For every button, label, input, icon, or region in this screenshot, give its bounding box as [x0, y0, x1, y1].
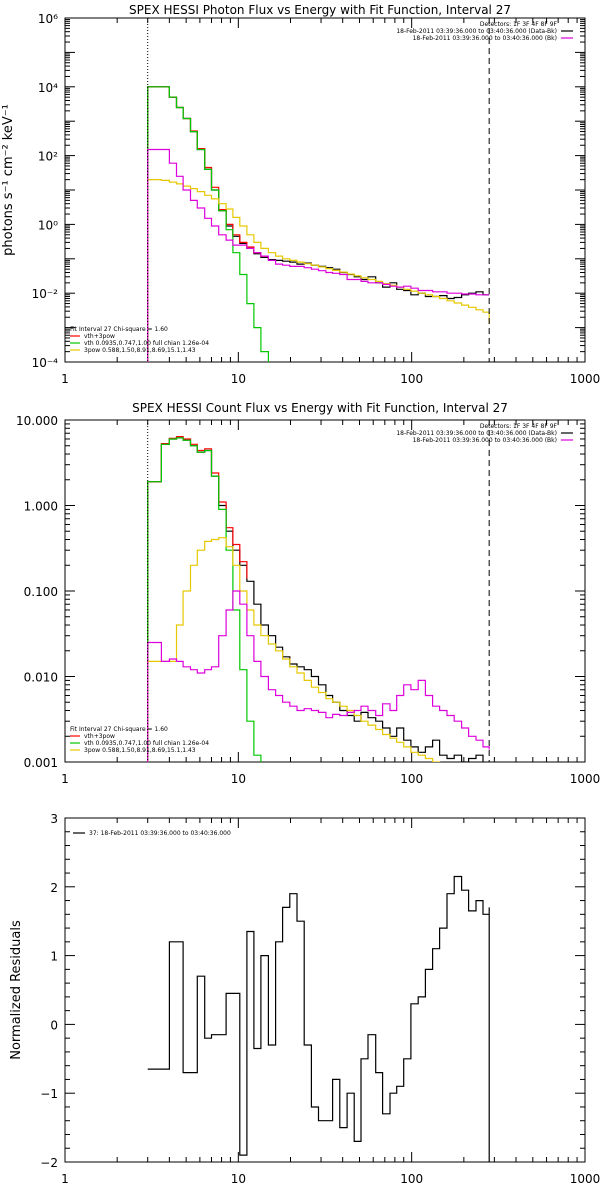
series-line	[147, 437, 484, 762]
photon-flux-ylabel: photons s⁻¹ cm⁻² keV⁻¹	[1, 104, 16, 256]
legend-top-entry: Detectors: 1F 3F 4F 8F 9F	[480, 21, 558, 28]
legend-bottom: Fit Interval 27 Chi-square = 1.60vth+3po…	[70, 326, 209, 354]
count-flux-title: SPEX HESSI Count Flux vs Energy with Fit…	[132, 401, 508, 415]
legend-bottom-header: Fit Interval 27 Chi-square = 1.60	[70, 326, 168, 333]
x-tick-label: 100	[400, 1172, 423, 1186]
series-line	[147, 86, 269, 362]
y-axis: 10⁻⁴ 10⁻² 10⁰ 10² 10⁴ 10⁶	[32, 12, 585, 370]
x-tick-label: 1000	[570, 1172, 600, 1186]
legend-bottom-entry: vth+3pow	[84, 733, 115, 740]
series-line	[147, 86, 490, 362]
y-tick-label: 0.001	[24, 756, 58, 770]
legend-top: 37: 18-Feb-2011 03:39:36.000 to 03:40:36…	[73, 830, 231, 837]
photon-flux-panel: SPEX HESSI Photon Flux vs Energy with Fi…	[1, 3, 600, 386]
plot-frame	[64, 419, 586, 763]
y-tick-label: 10⁻⁴	[32, 356, 59, 370]
plot-frame	[64, 17, 586, 363]
series-group	[147, 436, 490, 762]
x-tick-label: 10	[231, 372, 246, 386]
x-axis: 1 10 100 1000	[61, 18, 600, 386]
y-tick-label: 0	[50, 1018, 58, 1032]
residuals-panel: Normalized Residuals 1 10 100 1000 −2 −1 0 1 2 3 3…	[9, 812, 600, 1186]
plot-frame	[64, 817, 586, 1163]
residuals-ylabel: Normalized Residuals	[9, 920, 24, 1060]
series-line	[147, 437, 262, 762]
photon-flux-title: SPEX HESSI Photon Flux vs Energy with Fi…	[129, 3, 511, 17]
y-tick-label: 10⁴	[38, 81, 58, 95]
y-tick-label: 1	[50, 950, 58, 964]
x-tick-label: 1	[61, 1172, 69, 1186]
x-tick-label: 1	[61, 772, 69, 786]
x-tick-label: 100	[400, 772, 423, 786]
legend-top-entry: Detectors: 1F 3F 4F 8F 9F	[480, 423, 558, 430]
y-tick-label: 10⁰	[38, 218, 58, 232]
legend-bottom-entry: vth+3pow	[84, 333, 115, 340]
series-group	[147, 86, 490, 362]
series-line	[147, 537, 441, 762]
y-tick-label: −2	[40, 1156, 58, 1170]
x-tick-label: 1	[61, 372, 69, 386]
y-tick-label: 1.000	[24, 500, 58, 514]
y-tick-label: 3	[50, 812, 58, 826]
x-axis: 1 10 100 1000	[61, 420, 600, 786]
count-flux-panel: SPEX HESSI Count Flux vs Energy with Fit…	[16, 401, 600, 786]
legend-top-entry: 18-Feb-2011 03:39:36.000 to 03:40:36.000…	[396, 430, 557, 437]
y-tick-label: 10.000	[16, 414, 58, 428]
legend-bottom-header: Fit Interval 27 Chi-square = 1.60	[70, 726, 168, 733]
series-line	[147, 86, 269, 362]
y-tick-label: 10⁶	[38, 12, 58, 26]
legend-bottom-entry: vth 0.0935,0.747,1.00 full chian 1.26e-0…	[84, 340, 209, 347]
y-tick-label: 0.010	[24, 671, 58, 685]
legend-bottom-entry: 3pow 0.588,1.50,8.91,8.69,15.1,1.43	[84, 347, 196, 354]
series-line	[147, 590, 490, 762]
x-tick-label: 1000	[570, 372, 600, 386]
y-tick-label: 2	[50, 881, 58, 895]
series-line	[147, 179, 490, 362]
x-axis: 1 10 100 1000	[61, 818, 600, 1186]
y-tick-label: 10⁻²	[32, 287, 59, 301]
legend-top-entry: 18-Feb-2011 03:39:36.000 to 03:40:36.000…	[413, 35, 557, 42]
y-tick-label: 0.100	[24, 585, 58, 599]
y-tick-label: −1	[40, 1087, 58, 1101]
x-tick-label: 1000	[570, 772, 600, 786]
x-tick-label: 100	[400, 372, 423, 386]
x-tick-label: 10	[231, 772, 246, 786]
series-group	[147, 875, 490, 1162]
y-axis: −2 −1 0 1 2 3	[40, 812, 585, 1170]
legend-top-entry: 18-Feb-2011 03:39:36.000 to 03:40:36.000…	[396, 28, 557, 35]
legend-bottom-entry: vth 0.0935,0.747,1.00 full chian 1.26e-0…	[84, 740, 209, 747]
series-line	[147, 875, 490, 1162]
y-tick-label: 10²	[38, 150, 58, 164]
y-axis: 0.001 0.010 0.100 1.000 10.000	[16, 414, 585, 770]
legend-bottom: Fit Interval 27 Chi-square = 1.60vth+3po…	[70, 726, 209, 754]
series-line	[147, 148, 490, 362]
x-tick-label: 10	[231, 1172, 246, 1186]
series-line	[147, 436, 248, 762]
legend-entry: 37: 18-Feb-2011 03:39:36.000 to 03:40:36…	[89, 830, 231, 837]
legend-top-entry: 18-Feb-2011 03:39:36.000 to 03:40:36.000…	[413, 437, 557, 444]
legend-bottom-entry: 3pow 0.588,1.50,8.91,8.69,15.1,1.43	[84, 747, 196, 754]
